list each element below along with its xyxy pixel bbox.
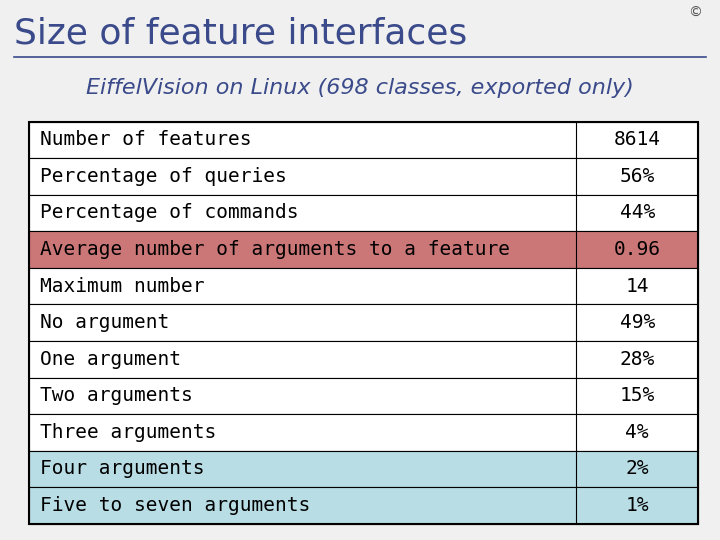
Text: 2%: 2% <box>626 460 649 478</box>
FancyBboxPatch shape <box>29 122 698 158</box>
Text: Two arguments: Two arguments <box>40 386 192 406</box>
FancyBboxPatch shape <box>29 487 698 524</box>
Text: Number of features: Number of features <box>40 130 251 149</box>
Text: EiffelVision on Linux (698 classes, exported only): EiffelVision on Linux (698 classes, expo… <box>86 78 634 98</box>
Text: No argument: No argument <box>40 313 169 332</box>
Text: Size of feature interfaces: Size of feature interfaces <box>14 16 468 50</box>
Text: Maximum number: Maximum number <box>40 276 204 295</box>
FancyBboxPatch shape <box>29 341 698 377</box>
Text: Percentage of commands: Percentage of commands <box>40 204 298 222</box>
Text: 56%: 56% <box>620 167 654 186</box>
Text: 4%: 4% <box>626 423 649 442</box>
FancyBboxPatch shape <box>29 231 698 268</box>
Text: ©: © <box>688 5 702 19</box>
Text: 15%: 15% <box>620 386 654 406</box>
Text: 1%: 1% <box>626 496 649 515</box>
FancyBboxPatch shape <box>29 414 698 451</box>
Text: Five to seven arguments: Five to seven arguments <box>40 496 310 515</box>
Text: 49%: 49% <box>620 313 654 332</box>
FancyBboxPatch shape <box>29 305 698 341</box>
FancyBboxPatch shape <box>29 194 698 231</box>
FancyBboxPatch shape <box>29 451 698 487</box>
Text: 28%: 28% <box>620 350 654 369</box>
Text: 0.96: 0.96 <box>613 240 661 259</box>
Text: One argument: One argument <box>40 350 181 369</box>
Text: 44%: 44% <box>620 204 654 222</box>
Text: Three arguments: Three arguments <box>40 423 216 442</box>
Text: Four arguments: Four arguments <box>40 460 204 478</box>
Text: Average number of arguments to a feature: Average number of arguments to a feature <box>40 240 510 259</box>
Text: 8614: 8614 <box>613 130 661 149</box>
FancyBboxPatch shape <box>29 377 698 414</box>
FancyBboxPatch shape <box>29 158 698 194</box>
FancyBboxPatch shape <box>29 268 698 305</box>
Text: Percentage of queries: Percentage of queries <box>40 167 287 186</box>
Text: 14: 14 <box>626 276 649 295</box>
